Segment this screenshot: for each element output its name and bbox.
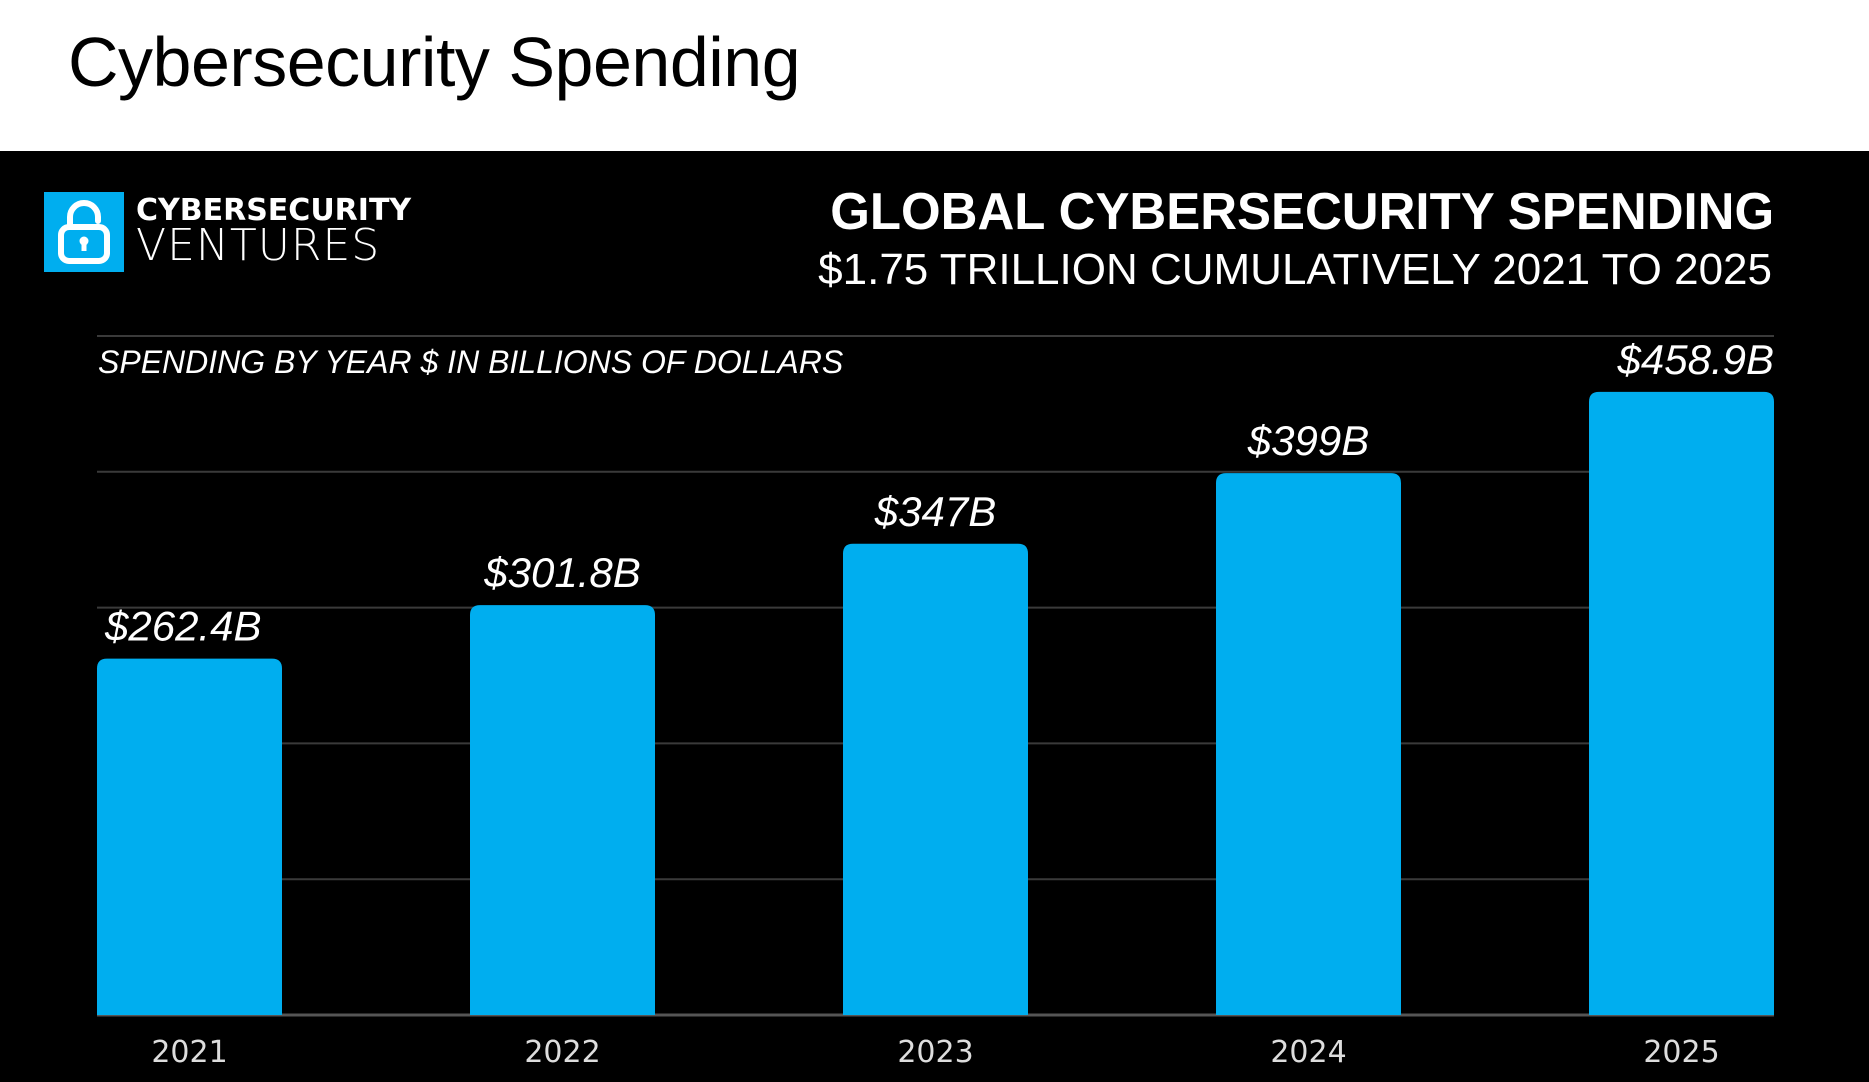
- logo-wordmark: CYBERSECURITY VENTURES: [136, 196, 411, 268]
- data-label: $262.4B: [104, 603, 261, 650]
- x-tick-label: 2023: [897, 1035, 973, 1070]
- chart-subtitle: SPENDING BY YEAR $ IN BILLIONS OF DOLLAR…: [98, 344, 844, 380]
- bar-2023: [843, 543, 1028, 1015]
- infographic-title: GLOBAL CYBERSECURITY SPENDING: [830, 183, 1774, 241]
- x-tick-label: 2024: [1270, 1035, 1346, 1070]
- bar-2024: [1216, 473, 1401, 1016]
- logo-line2: VENTURES: [136, 220, 381, 271]
- logo: CYBERSECURITY VENTURES: [44, 192, 411, 272]
- bar-2021: [97, 658, 282, 1015]
- logo-line1: CYBERSECURITY: [136, 193, 412, 228]
- infographic-subtitle: $1.75 TRILLION CUMULATIVELY 2021 TO 2025: [818, 245, 1772, 294]
- data-label: $301.8B: [483, 549, 640, 596]
- x-tick-label: 2025: [1643, 1035, 1719, 1070]
- data-label: $458.9B: [1617, 336, 1774, 383]
- x-tick-label: 2022: [524, 1035, 600, 1070]
- data-label: $399B: [1247, 417, 1369, 464]
- bar-2022: [470, 605, 655, 1015]
- padlock-icon: [44, 192, 124, 272]
- page-title: Cybersecurity Spending: [68, 23, 801, 101]
- data-label: $347B: [874, 488, 996, 535]
- bar-2025: [1589, 391, 1774, 1015]
- x-tick-label: 2021: [151, 1035, 227, 1070]
